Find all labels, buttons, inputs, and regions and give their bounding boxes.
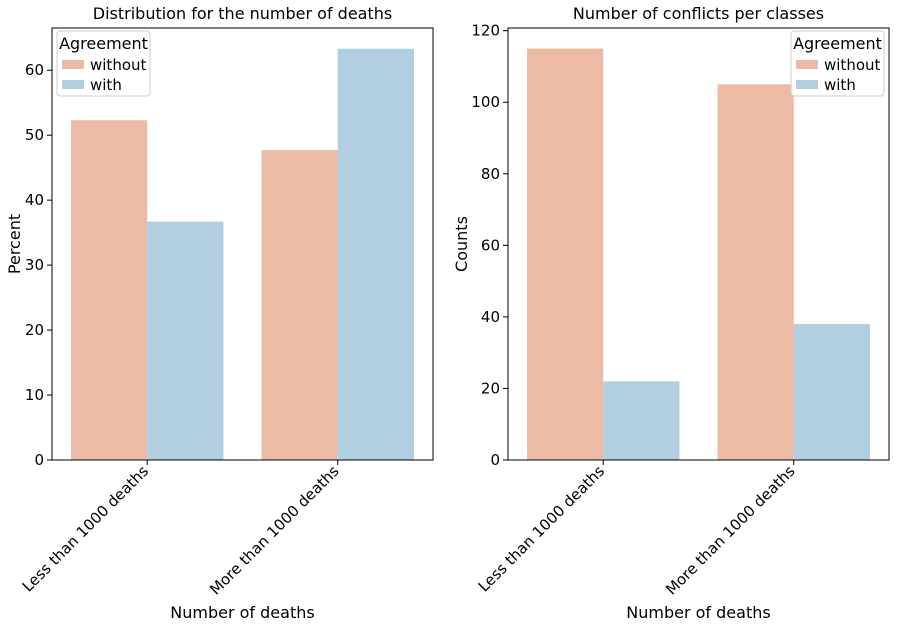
y-tick-label: 60 (25, 61, 44, 79)
y-axis-label: Counts (452, 216, 471, 272)
y-tick-label: 100 (471, 93, 500, 111)
legend-swatch-with (62, 80, 84, 89)
x-tick-label: More than 1000 deaths (206, 462, 343, 599)
legend-swatch-without (796, 60, 818, 69)
bar-with-2 (793, 324, 870, 460)
y-tick-label: 30 (25, 256, 44, 274)
y-tick-label: 0 (490, 451, 500, 469)
y-tick-label: 20 (481, 379, 500, 397)
legend-title: Agreement (59, 34, 148, 53)
x-tick-label: Less than 1000 deaths (19, 462, 153, 596)
bar-without-1 (527, 48, 604, 460)
chart-title: Number of conflicts per classes (573, 4, 824, 23)
y-tick-label: 60 (481, 236, 500, 254)
x-tick-label: Less than 1000 deaths (475, 462, 609, 596)
bar-with-2 (337, 48, 414, 461)
legend: Agreement without with (56, 30, 151, 97)
legend-box (790, 30, 885, 97)
plot-frame (51, 27, 434, 461)
x-axis-label: Number of deaths (170, 603, 314, 622)
bar-without-2 (261, 150, 338, 460)
legend-entry-without: without (90, 56, 147, 74)
y-tick-label: 40 (481, 308, 500, 326)
legend-entry-without: without (824, 56, 881, 74)
legend-box (56, 30, 151, 97)
legend-title: Agreement (793, 34, 882, 53)
bar-without-2 (717, 84, 794, 460)
y-tick-label: 20 (25, 321, 44, 339)
y-tick-label: 0 (34, 451, 44, 469)
chart-panel-1: Distribution for the number of deaths 0 10… (5, 4, 434, 622)
legend-entry-with: with (90, 76, 122, 94)
bar-with-1 (147, 221, 224, 460)
x-axis-label: Number of deaths (626, 603, 770, 622)
chart-title: Distribution for the number of deaths (93, 4, 392, 23)
y-tick-label: 10 (25, 386, 44, 404)
plot-frame (507, 27, 890, 461)
bar-with-1 (603, 381, 680, 460)
bar-without-1 (71, 120, 148, 461)
y-tick-label: 120 (471, 22, 500, 40)
y-axis-label: Percent (5, 214, 24, 274)
y-tick-label: 50 (25, 126, 44, 144)
legend-swatch-with (796, 80, 818, 89)
legend-swatch-without (62, 60, 84, 69)
y-tick-label: 40 (25, 191, 44, 209)
x-tick-label: More than 1000 deaths (662, 462, 799, 599)
chart-panel-2: Number of conflicts per classes 0 20 40 60 80… (452, 4, 890, 622)
legend: Agreement without with (790, 30, 885, 97)
y-tick-label: 80 (481, 165, 500, 183)
legend-entry-with: with (824, 76, 856, 94)
